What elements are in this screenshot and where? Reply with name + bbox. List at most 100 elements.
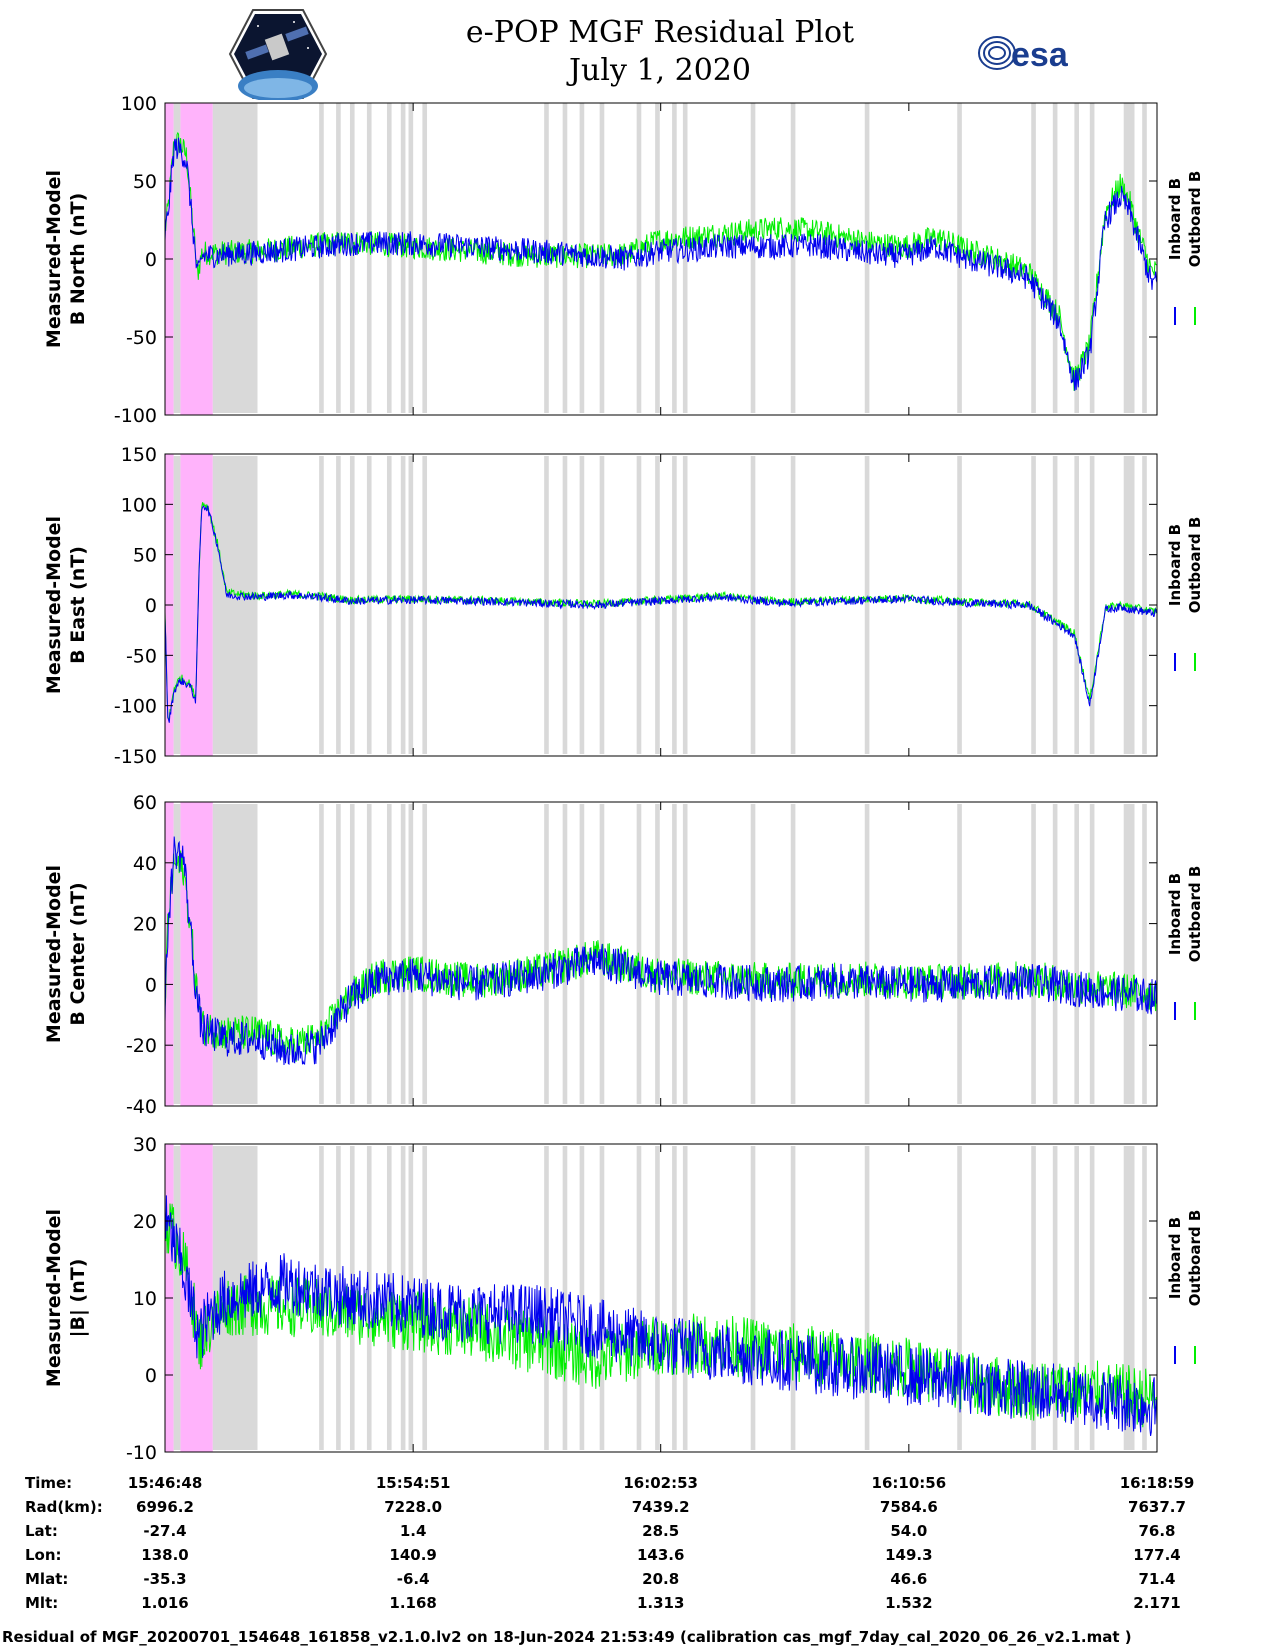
gray-shade-10: [422, 804, 428, 1104]
ytick-label: 0: [145, 1365, 157, 1387]
ytick-label: -10: [126, 1442, 157, 1464]
ytick-label: 20: [133, 1211, 157, 1233]
gray-shade-7: [386, 456, 392, 754]
gray-shade-6: [366, 103, 372, 413]
gray-shade-2: [212, 456, 258, 754]
legend-outboard-label: Outboard B: [1186, 517, 1204, 614]
ytick-label: -150: [114, 746, 157, 768]
row-value: 140.9: [389, 1546, 436, 1564]
gray-shade-9: [408, 1146, 414, 1450]
row-value: 1.4: [400, 1522, 427, 1540]
gray-shade-20: [790, 103, 796, 413]
title-line-1: e-POP MGF Residual Plot: [465, 15, 855, 50]
legend: Inboard B Outboard B: [1166, 866, 1204, 963]
gray-shade-4: [336, 103, 341, 413]
gray-shade-9: [408, 804, 414, 1104]
gray-shade-3: [319, 456, 324, 754]
y-axis-label-line-2: B North (nT): [67, 193, 89, 326]
gray-shade-28: [1142, 804, 1147, 1104]
gray-shade-8: [400, 804, 406, 1104]
row-label: Lat:: [25, 1522, 58, 1540]
ytick-label: -40: [126, 1096, 157, 1118]
gray-shade-9: [408, 456, 414, 754]
row-value: 15:54:51: [376, 1474, 451, 1492]
row-value: 6996.2: [136, 1498, 194, 1516]
legend-inboard-label: Inboard B: [1166, 524, 1184, 606]
row-value: 1.532: [885, 1594, 932, 1612]
legend-inboard-label: Inboard B: [1166, 1217, 1184, 1299]
gray-shade-18: [682, 456, 688, 754]
y-axis-label-line-2: B East (nT): [67, 546, 89, 664]
legend: Inboard B Outboard B: [1166, 171, 1204, 268]
pink-shade-2: [180, 802, 213, 1106]
row-label: Rad(km):: [25, 1498, 103, 1516]
cassiope-logo: [228, 8, 328, 102]
gray-shade-16: [655, 804, 660, 1104]
y-axis-label-line-1: Measured-Model: [43, 1209, 65, 1387]
gray-shade-25: [1074, 103, 1080, 413]
gray-shade-19: [750, 103, 756, 413]
gray-shade-17: [672, 804, 677, 1104]
series-line-inboard: [164, 137, 1158, 391]
gray-shade-23: [1031, 1146, 1036, 1450]
row-value: 16:10:56: [872, 1474, 947, 1492]
gray-shade-1: [173, 1146, 181, 1450]
panel-1: -100 -50 0 50 100 Measured-Model B North (nT) I…: [43, 93, 1204, 427]
gray-shade-26: [1089, 1146, 1095, 1450]
gray-shade-4: [336, 456, 341, 754]
panel-3: -40 -20 0 20 40 60 Measured-Model B Center (nT)…: [43, 792, 1204, 1118]
gray-shade-3: [319, 804, 324, 1104]
row-value: 20.8: [642, 1570, 679, 1588]
gray-shade-10: [422, 456, 428, 754]
gray-shade-17: [672, 456, 677, 754]
gray-shade-6: [366, 1146, 372, 1450]
row-value: 7584.6: [880, 1498, 938, 1516]
row-label: Mlt:: [25, 1594, 58, 1612]
series-line-outboard: [164, 502, 1158, 721]
gray-shade-18: [682, 103, 688, 413]
x-axis-info-table: Time: 15:46:48 15:54:51 16:02:53 16:10:56 16:…: [25, 1474, 1194, 1612]
row-value: -27.4: [143, 1522, 186, 1540]
ytick-label: 30: [133, 1134, 157, 1156]
row-value: 71.4: [1138, 1570, 1175, 1588]
gray-shade-23: [1031, 456, 1036, 754]
ytick-label: 40: [133, 853, 157, 875]
gray-shade-15: [636, 1146, 642, 1450]
gray-shade-7: [386, 804, 392, 1104]
gray-shade-24: [1052, 804, 1058, 1104]
gray-shade-25: [1074, 1146, 1080, 1450]
gray-shade-4: [336, 1146, 341, 1450]
ytick-label: 50: [133, 171, 157, 193]
gray-shade-6: [366, 804, 372, 1104]
y-axis-label: Measured-Model |B| (nT): [43, 1209, 89, 1387]
gray-shade-21: [864, 804, 870, 1104]
gray-shade-19: [750, 804, 756, 1104]
y-axis-label-line-1: Measured-Model: [43, 516, 65, 694]
legend-outboard-label: Outboard B: [1186, 171, 1204, 268]
gray-shade-8: [400, 103, 406, 413]
row-value: 7228.0: [384, 1498, 442, 1516]
gray-shade-12: [562, 1146, 568, 1450]
panel-2: -150 -100 -50 0 50 100 150 Measured-Model B East…: [43, 444, 1204, 768]
series-line-outboard: [164, 1203, 1158, 1428]
chart-title: e-POP MGF Residual Plot July 1, 2020: [390, 14, 930, 90]
row-value: 54.0: [890, 1522, 927, 1540]
pink-shade-2: [180, 454, 213, 756]
ytick-label: 0: [145, 249, 157, 271]
ytick-label: 150: [121, 444, 157, 466]
row-value: 1.313: [637, 1594, 684, 1612]
gray-shade-10: [422, 103, 428, 413]
ytick-label: 50: [133, 545, 157, 567]
ytick-label: 60: [133, 792, 157, 814]
gray-shade-3: [319, 103, 324, 413]
series-line-outboard: [164, 850, 1158, 1062]
gray-shade-26: [1089, 103, 1095, 413]
gray-shade-11: [544, 804, 549, 1104]
row-value: 76.8: [1138, 1522, 1175, 1540]
gray-shade-16: [655, 103, 660, 413]
gray-shade-17: [672, 103, 677, 413]
gray-shade-18: [682, 1146, 688, 1450]
row-value: -35.3: [143, 1570, 186, 1588]
ytick-label: 0: [145, 595, 157, 617]
